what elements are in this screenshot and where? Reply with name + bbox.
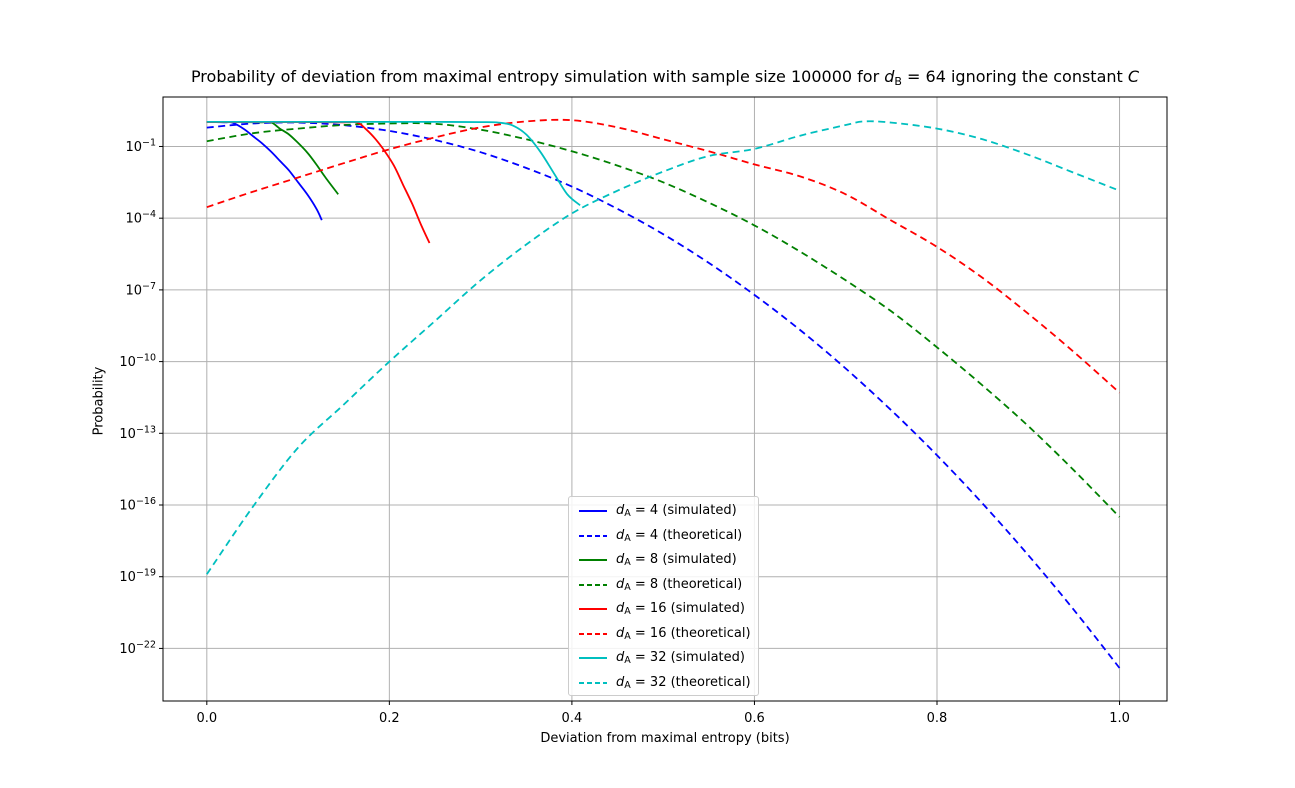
curve-dA16-simulated <box>206 121 431 244</box>
legend-label: dA = 4 (simulated) <box>616 503 737 520</box>
legend-label: dA = 32 (theoretical) <box>616 674 751 691</box>
curve-dA32-theoretical <box>206 120 1120 575</box>
y-tick-label: 10−4 <box>125 209 156 227</box>
x-tick-label: 0.4 <box>562 711 583 726</box>
legend-entry-dA8-theoretical: dA = 8 (theoretical) <box>579 573 758 598</box>
ticks <box>159 145 1121 705</box>
y-tick-label: 10−1 <box>125 137 156 155</box>
legend-label: dA = 8 (simulated) <box>616 552 737 569</box>
legend-line-sample <box>579 608 607 611</box>
legend-line-sample <box>579 681 607 684</box>
legend-label: dA = 16 (theoretical) <box>616 625 751 642</box>
x-tick-label: 0.8 <box>927 711 948 726</box>
tick-labels: 0.0 0.2 0.4 0.6 0.8 1.0 10−1 10−4 10−7 10−10 10−13… <box>119 137 1129 726</box>
legend-entry-dA32-theoretical: dA = 32 (theoretical) <box>579 671 758 696</box>
curve-dA4-theoretical <box>206 121 1121 669</box>
legend-line-sample <box>579 657 607 660</box>
x-tick-label: 0.0 <box>196 711 217 726</box>
legend-entry-dA4-theoretical: dA = 4 (theoretical) <box>579 524 758 549</box>
legend-label: dA = 16 (simulated) <box>616 601 745 618</box>
legend-line-sample <box>579 583 607 586</box>
y-tick-label: 10−7 <box>125 281 156 299</box>
chart-title: Probability of deviation from maximal en… <box>190 67 1140 88</box>
x-tick-label: 0.2 <box>379 711 400 726</box>
legend-line-sample <box>579 559 607 562</box>
x-tick-label: 0.6 <box>744 711 765 726</box>
legend-label: dA = 4 (theoretical) <box>616 527 743 544</box>
legend-line-sample <box>579 534 607 537</box>
curve-dA8-theoretical <box>206 122 1121 518</box>
legend-entry-dA4-simulated: dA = 4 (simulated) <box>579 499 758 524</box>
x-tick-label: 1.0 <box>1109 711 1130 726</box>
legend-label: dA = 8 (theoretical) <box>616 576 743 593</box>
legend-entry-dA32-simulated: dA = 32 (simulated) <box>579 646 758 671</box>
legend: dA = 4 (simulated) dA = 4 (theoretical) dA… <box>568 496 759 696</box>
curves <box>206 118 1121 669</box>
curve-dA16-theoretical <box>206 118 1121 394</box>
axes-frame <box>162 96 1168 702</box>
y-tick-label: 10−13 <box>119 424 156 442</box>
legend-entry-dA16-theoretical: dA = 16 (theoretical) <box>579 622 758 647</box>
legend-label: dA = 32 (simulated) <box>616 650 745 667</box>
legend-entry-dA16-simulated: dA = 16 (simulated) <box>579 597 758 622</box>
curve-dA4-simulated <box>206 121 323 221</box>
curve-dA32-simulated <box>206 120 581 206</box>
legend-line-sample <box>579 632 607 635</box>
y-tick-label: 10−19 <box>119 568 156 586</box>
y-axis-label: Probability <box>91 366 107 436</box>
y-tick-label: 10−22 <box>119 639 156 657</box>
x-axis-label: Deviation from maximal entropy (bits) <box>540 731 790 746</box>
y-tick-label: 10−10 <box>119 353 156 371</box>
y-tick-label: 10−16 <box>119 496 156 514</box>
curve-dA8-simulated <box>206 121 339 195</box>
legend-entry-dA8-simulated: dA = 8 (simulated) <box>579 548 758 573</box>
legend-line-sample <box>579 510 607 513</box>
